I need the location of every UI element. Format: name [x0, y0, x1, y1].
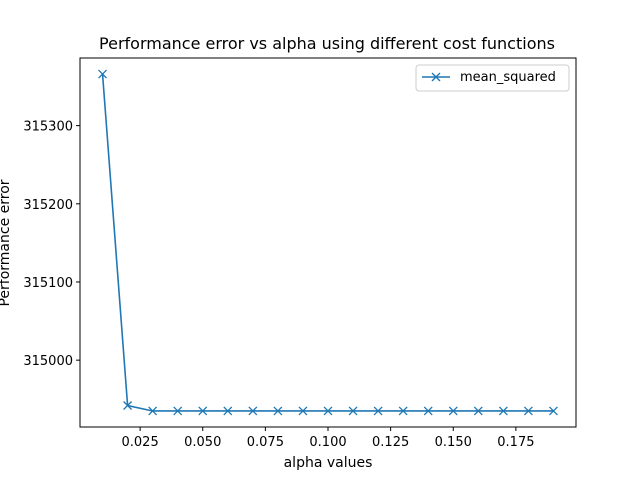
- data-point-marker: [498, 406, 508, 416]
- data-point-marker: [173, 406, 183, 416]
- x-tick-label: 0.175: [497, 435, 534, 450]
- y-tick-label: 315200: [23, 198, 73, 213]
- data-point-marker: [123, 401, 133, 410]
- data-point-marker: [248, 406, 258, 416]
- data-point-marker: [223, 406, 233, 416]
- data-point-marker: [273, 406, 283, 416]
- y-tick-label: 315300: [23, 120, 73, 135]
- legend: mean_squared: [415, 64, 570, 92]
- x-tick-label: 0.100: [309, 435, 346, 450]
- legend-label-mean-squared: mean_squared: [460, 70, 556, 85]
- data-point-marker: [448, 406, 458, 416]
- x-axis-label: alpha values: [284, 455, 373, 471]
- chart-title: Performance error vs alpha using differe…: [99, 34, 555, 53]
- plot-area: 0.025 0.050 0.075 0.100 0.125 0.150 0.175 3150…: [23, 57, 577, 450]
- x-tick-label: 0.025: [122, 435, 159, 450]
- data-point-marker: [98, 69, 108, 79]
- data-point-marker: [398, 406, 408, 416]
- data-point-marker: [523, 406, 533, 416]
- data-point-marker: [323, 406, 333, 416]
- x-tick-label: 0.150: [435, 435, 472, 450]
- y-tick-label: 315100: [23, 276, 73, 291]
- x-tick-label: 0.050: [184, 435, 221, 450]
- y-axis-label: Performance error: [0, 179, 13, 306]
- x-tick-label: 0.075: [247, 435, 284, 450]
- data-point-marker: [423, 406, 433, 416]
- data-point-marker: [198, 406, 208, 416]
- x-axis-ticks: 0.025 0.050 0.075 0.100 0.125 0.150 0.175: [122, 427, 534, 450]
- data-point-marker: [473, 406, 483, 416]
- data-point-marker: [373, 406, 383, 416]
- data-point-marker: [548, 406, 558, 416]
- series-layer: [98, 69, 558, 416]
- data-point-marker: [148, 406, 158, 416]
- legend-marker-mean-squared: [431, 72, 441, 82]
- data-point-marker: [298, 406, 308, 416]
- legend-box: [415, 64, 570, 92]
- y-tick-label: 315000: [23, 354, 73, 369]
- x-tick-label: 0.125: [372, 435, 409, 450]
- data-point-marker: [348, 406, 358, 416]
- y-axis-ticks: 315000 315100 315200 315300: [23, 120, 80, 369]
